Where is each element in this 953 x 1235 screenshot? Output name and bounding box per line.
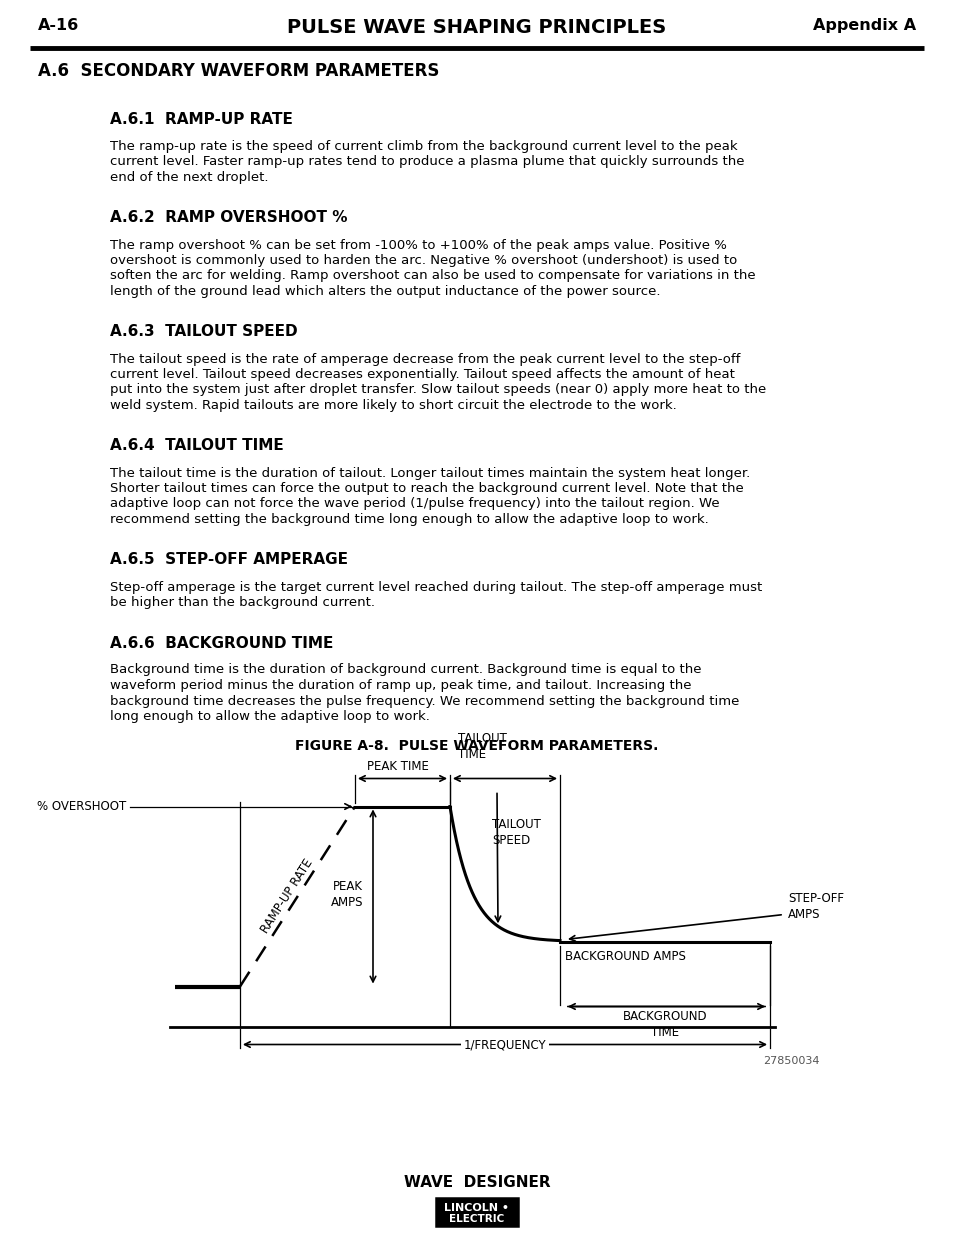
Text: length of the ground lead which alters the output inductance of the power source: length of the ground lead which alters t…	[110, 285, 659, 298]
Text: A-16: A-16	[38, 19, 79, 33]
Text: A.6.2  RAMP OVERSHOOT %: A.6.2 RAMP OVERSHOOT %	[110, 210, 347, 226]
Text: A.6.1  RAMP-UP RATE: A.6.1 RAMP-UP RATE	[110, 112, 293, 127]
Text: Appendix A: Appendix A	[812, 19, 915, 33]
Text: 1/FREQUENCY: 1/FREQUENCY	[463, 1037, 546, 1051]
Text: WAVE  DESIGNER: WAVE DESIGNER	[403, 1174, 550, 1191]
Text: Shorter tailout times can force the output to reach the background current level: Shorter tailout times can force the outp…	[110, 482, 743, 495]
Text: adaptive loop can not force the wave period (1/pulse frequency) into the tailout: adaptive loop can not force the wave per…	[110, 498, 719, 510]
Text: current level. Faster ramp-up rates tend to produce a plasma plume that quickly : current level. Faster ramp-up rates tend…	[110, 156, 743, 168]
Text: A.6.6  BACKGROUND TIME: A.6.6 BACKGROUND TIME	[110, 636, 333, 651]
Text: A.6.4  TAILOUT TIME: A.6.4 TAILOUT TIME	[110, 438, 283, 453]
Text: TAILOUT
TIME: TAILOUT TIME	[457, 731, 506, 761]
Text: The tailout speed is the rate of amperage decrease from the peak current level t: The tailout speed is the rate of amperag…	[110, 352, 740, 366]
Text: 27850034: 27850034	[762, 1056, 820, 1067]
Text: long enough to allow the adaptive loop to work.: long enough to allow the adaptive loop t…	[110, 710, 430, 722]
Text: STEP-OFF
AMPS: STEP-OFF AMPS	[787, 892, 843, 921]
Text: current level. Tailout speed decreases exponentially. Tailout speed affects the : current level. Tailout speed decreases e…	[110, 368, 734, 382]
Text: LINCOLN •: LINCOLN •	[444, 1203, 509, 1213]
Text: TAILOUT
SPEED: TAILOUT SPEED	[492, 819, 540, 847]
Text: recommend setting the background time long enough to allow the adaptive loop to : recommend setting the background time lo…	[110, 513, 708, 526]
Text: be higher than the background current.: be higher than the background current.	[110, 597, 375, 609]
Text: waveform period minus the duration of ramp up, peak time, and tailout. Increasin: waveform period minus the duration of ra…	[110, 679, 691, 692]
Text: % OVERSHOOT: % OVERSHOOT	[37, 800, 126, 813]
Text: BACKGROUND AMPS: BACKGROUND AMPS	[564, 950, 685, 963]
Text: The ramp-up rate is the speed of current climb from the background current level: The ramp-up rate is the speed of current…	[110, 140, 737, 153]
Text: background time decreases the pulse frequency. We recommend setting the backgrou: background time decreases the pulse freq…	[110, 694, 739, 708]
Text: Step-off amperage is the target current level reached during tailout. The step-o: Step-off amperage is the target current …	[110, 580, 761, 594]
Text: A.6.5  STEP-OFF AMPERAGE: A.6.5 STEP-OFF AMPERAGE	[110, 552, 348, 568]
Text: FIGURE A-8.  PULSE WAVEFORM PARAMETERS.: FIGURE A-8. PULSE WAVEFORM PARAMETERS.	[295, 740, 658, 753]
Text: ELECTRIC: ELECTRIC	[449, 1214, 504, 1224]
Text: overshoot is commonly used to harden the arc. Negative % overshoot (undershoot) : overshoot is commonly used to harden the…	[110, 254, 737, 267]
Text: The tailout time is the duration of tailout. Longer tailout times maintain the s: The tailout time is the duration of tail…	[110, 467, 749, 479]
Text: BACKGROUND
TIME: BACKGROUND TIME	[622, 1010, 706, 1040]
Text: weld system. Rapid tailouts are more likely to short circuit the electrode to th: weld system. Rapid tailouts are more lik…	[110, 399, 676, 412]
Text: RAMP-UP RATE: RAMP-UP RATE	[258, 857, 315, 936]
Text: A.6  SECONDARY WAVEFORM PARAMETERS: A.6 SECONDARY WAVEFORM PARAMETERS	[38, 62, 439, 80]
Text: The ramp overshoot % can be set from -100% to +100% of the peak amps value. Posi: The ramp overshoot % can be set from -10…	[110, 238, 726, 252]
Text: PEAK TIME: PEAK TIME	[366, 761, 428, 773]
Text: A.6.3  TAILOUT SPEED: A.6.3 TAILOUT SPEED	[110, 325, 297, 340]
Text: soften the arc for welding. Ramp overshoot can also be used to compensate for va: soften the arc for welding. Ramp oversho…	[110, 269, 755, 283]
Text: Background time is the duration of background current. Background time is equal : Background time is the duration of backg…	[110, 663, 700, 677]
Text: PEAK
AMPS: PEAK AMPS	[330, 881, 363, 909]
Text: end of the next droplet.: end of the next droplet.	[110, 170, 268, 184]
Text: PULSE WAVE SHAPING PRINCIPLES: PULSE WAVE SHAPING PRINCIPLES	[287, 19, 666, 37]
FancyBboxPatch shape	[436, 1198, 517, 1226]
Text: put into the system just after droplet transfer. Slow tailout speeds (near 0) ap: put into the system just after droplet t…	[110, 384, 765, 396]
